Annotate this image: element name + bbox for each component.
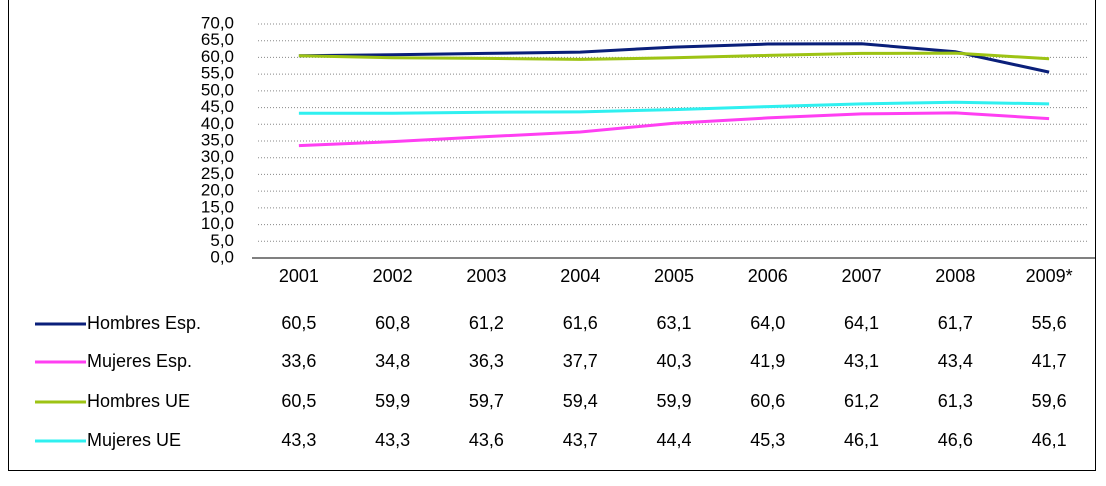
table-value: 45,3 (750, 430, 785, 450)
table-value: 55,6 (1032, 313, 1067, 333)
y-tick-label: 15,0 (201, 197, 234, 216)
table-value: 61,3 (938, 391, 973, 411)
y-tick-label: 70,0 (201, 13, 234, 32)
table-value: 46,1 (1032, 430, 1067, 450)
y-tick-label: 20,0 (201, 181, 234, 200)
table-value: 43,3 (281, 430, 316, 450)
frame (8, 0, 1096, 471)
table-value: 43,7 (563, 430, 598, 450)
x-tick-label: 2006 (748, 266, 788, 286)
x-tick-label: 2005 (654, 266, 694, 286)
series-line (298, 42, 1050, 74)
table-value: 61,7 (938, 313, 973, 333)
table-value: 36,3 (469, 351, 504, 371)
y-tick-label: 50,0 (201, 80, 234, 99)
table-value: 40,3 (656, 351, 691, 371)
y-tick-label: 40,0 (201, 114, 234, 133)
table-value: 59,4 (563, 391, 598, 411)
legend-label: Mujeres UE (87, 430, 181, 450)
series-line (298, 51, 1050, 61)
table-value: 43,3 (375, 430, 410, 450)
y-tick-label: 30,0 (201, 147, 234, 166)
y-tick-label: 45,0 (201, 97, 234, 116)
table-value: 44,4 (656, 430, 691, 450)
x-tick-label: 2007 (842, 266, 882, 286)
table-value: 61,2 (469, 313, 504, 333)
x-tick-label: 2003 (466, 266, 506, 286)
y-tick-label: 10,0 (201, 214, 234, 233)
table-value: 37,7 (563, 351, 598, 371)
legend-label: Hombres UE (87, 391, 190, 411)
x-tick-label: 2001 (279, 266, 319, 286)
table-value: 64,0 (750, 313, 785, 333)
table-value: 63,1 (656, 313, 691, 333)
table-value: 41,9 (750, 351, 785, 371)
legend-label: Mujeres Esp. (87, 351, 192, 371)
table-value: 60,6 (750, 391, 785, 411)
table-value: 43,1 (844, 351, 879, 371)
table-value: 34,8 (375, 351, 410, 371)
table-value: 59,9 (375, 391, 410, 411)
x-tick-label: 2009* (1026, 266, 1073, 286)
x-tick-label: 2002 (373, 266, 413, 286)
y-tick-label: 5,0 (210, 231, 234, 250)
table-value: 59,9 (656, 391, 691, 411)
y-tick-label: 0,0 (210, 247, 234, 266)
y-tick-label: 60,0 (201, 47, 234, 66)
series-line (298, 100, 1050, 115)
x-tick-label: 2004 (560, 266, 600, 286)
table-value: 61,6 (563, 313, 598, 333)
table-value: 60,8 (375, 313, 410, 333)
legend-label: Hombres Esp. (87, 313, 201, 333)
y-tick-label: 65,0 (201, 30, 234, 49)
y-tick-label: 35,0 (201, 130, 234, 149)
table-value: 46,1 (844, 430, 879, 450)
y-tick-label: 25,0 (201, 164, 234, 183)
table-value: 60,5 (281, 391, 316, 411)
table-value: 43,6 (469, 430, 504, 450)
table-value: 61,2 (844, 391, 879, 411)
table-value: 59,6 (1032, 391, 1067, 411)
x-tick-label: 2008 (935, 266, 975, 286)
table-value: 33,6 (281, 351, 316, 371)
table-value: 64,1 (844, 313, 879, 333)
series-line (298, 111, 1050, 148)
table-value: 41,7 (1032, 351, 1067, 371)
y-tick-label: 55,0 (201, 64, 234, 83)
table-value: 43,4 (938, 351, 973, 371)
table-value: 60,5 (281, 313, 316, 333)
table-value: 46,6 (938, 430, 973, 450)
table-value: 59,7 (469, 391, 504, 411)
